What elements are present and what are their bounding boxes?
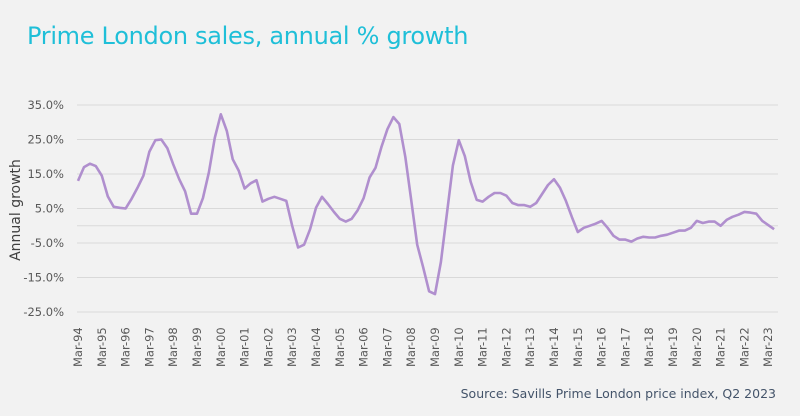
x-tick-label: Mar-23	[761, 327, 775, 367]
x-axis-ticks: Mar-94 Mar-95 Mar-96 Mar-97 Mar-98 Mar-99 Mar-…	[71, 327, 775, 367]
x-tick-label: Mar-01	[238, 327, 252, 367]
x-tick-label: Mar-95	[95, 327, 109, 367]
series-line-annual-growth	[76, 113, 775, 296]
y-tick-label: -25.0%	[23, 305, 64, 319]
x-tick-label: Mar-96	[119, 327, 133, 367]
x-tick-label: Mar-06	[357, 327, 371, 367]
x-tick-label: Mar-10	[452, 327, 466, 367]
x-tick-label: Mar-05	[333, 327, 347, 367]
x-tick-label: Mar-20	[690, 327, 704, 367]
x-tick-label: Mar-12	[499, 327, 513, 367]
x-tick-label: Mar-00	[214, 327, 228, 367]
x-tick-label: Mar-07	[380, 327, 394, 367]
x-tick-label: Mar-04	[309, 327, 323, 367]
y-tick-label: 15.0%	[27, 167, 64, 181]
x-tick-label: Mar-18	[642, 327, 656, 367]
y-axis-label: Annual growth	[8, 159, 24, 261]
x-tick-label: Mar-15	[571, 327, 585, 367]
x-tick-label: Mar-98	[166, 327, 180, 367]
x-tick-label: Mar-03	[285, 327, 299, 367]
y-tick-label: -5.0%	[31, 236, 64, 250]
x-tick-label: Mar-09	[428, 327, 442, 367]
x-tick-label: Mar-08	[404, 327, 418, 367]
gridlines	[77, 104, 778, 313]
y-tick-label: 5.0%	[35, 202, 64, 216]
x-tick-label: Mar-22	[737, 327, 751, 367]
x-tick-label: Mar-21	[714, 327, 728, 367]
x-tick-label: Mar-16	[595, 327, 609, 367]
x-tick-label: Mar-13	[523, 327, 537, 367]
x-tick-label: Mar-14	[547, 327, 561, 367]
x-tick-label: Mar-94	[71, 327, 85, 367]
chart-title: Prime London sales, annual % growth	[27, 22, 469, 50]
y-tick-label: -15.0%	[23, 271, 64, 285]
x-tick-label: Mar-17	[618, 327, 632, 367]
x-tick-label: Mar-02	[261, 327, 275, 367]
x-tick-label: Mar-11	[476, 327, 490, 367]
y-tick-label: 25.0%	[27, 133, 64, 147]
y-axis-ticks: -25.0% -15.0% -5.0% 5.0% 15.0% 25.0% 35.0%	[23, 98, 64, 319]
x-tick-label: Mar-19	[666, 327, 680, 367]
x-tick-label: Mar-99	[190, 327, 204, 367]
x-tick-label: Mar-97	[142, 327, 156, 367]
source-note: Source: Savills Prime London price index…	[460, 386, 776, 401]
y-tick-label: 35.0%	[27, 98, 64, 112]
